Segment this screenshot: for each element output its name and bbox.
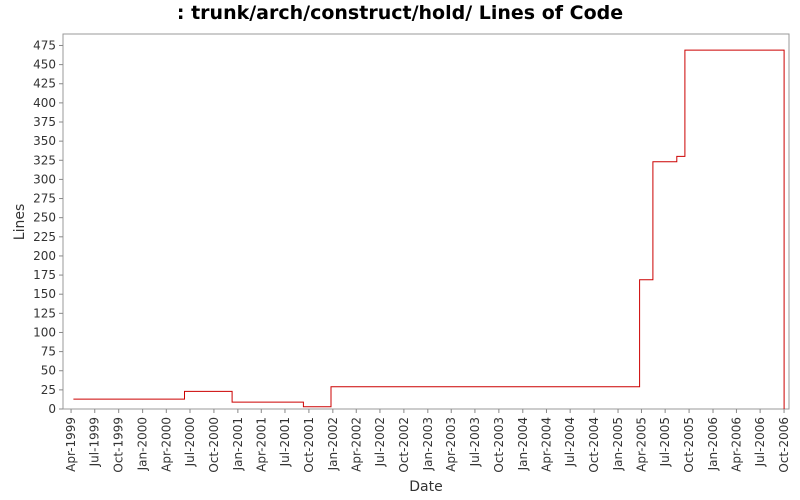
x-tick-label: Oct-1999 — [112, 417, 126, 473]
y-tick-label: 300 — [33, 172, 56, 186]
y-tick-label: 75 — [41, 345, 56, 359]
y-tick-label: 25 — [41, 383, 56, 397]
x-tick-label: Jul-2002 — [373, 417, 387, 467]
y-tick-label: 100 — [33, 325, 56, 339]
x-tick-label: Jan-2006 — [706, 417, 720, 471]
x-axis: Apr-1999 Jul-1999 Oct-1999 Jan-2000 Apr-2000… — [64, 409, 791, 473]
y-tick-label: 475 — [33, 38, 56, 52]
y-tick-label: 125 — [33, 306, 56, 320]
x-tick-label: Oct-2001 — [302, 417, 316, 473]
y-tick-label: 350 — [33, 134, 56, 148]
series-line — [73, 49, 785, 409]
x-tick-label: Jan-2002 — [326, 417, 340, 471]
y-tick-label: 400 — [33, 96, 56, 110]
x-tick-label: Jan-2000 — [136, 417, 150, 471]
y-tick-label: 150 — [33, 287, 56, 301]
y-tick-label: 250 — [33, 211, 56, 225]
x-tick-label: Oct-2000 — [207, 417, 221, 473]
x-tick-label: Apr-2006 — [729, 417, 743, 472]
x-tick-label: Jul-2000 — [183, 417, 197, 467]
x-tick-label: Apr-2004 — [539, 417, 553, 472]
x-tick-label: Jul-1999 — [88, 417, 102, 467]
x-tick-label: Jan-2003 — [421, 417, 435, 471]
x-tick-label: Jul-2004 — [563, 417, 577, 467]
x-tick-label: Apr-2002 — [349, 417, 363, 472]
x-tick-label: Apr-2001 — [254, 417, 268, 472]
y-tick-label: 225 — [33, 230, 56, 244]
x-tick-label: Jan-2004 — [516, 417, 530, 471]
x-tick-label: Jan-2001 — [231, 417, 245, 471]
x-tick-label: Jul-2005 — [658, 417, 672, 467]
x-tick-label: Apr-2000 — [159, 417, 173, 472]
x-tick-label: Oct-2002 — [397, 417, 411, 473]
x-axis-label: Date — [409, 479, 442, 495]
y-tick-label: 325 — [33, 153, 56, 167]
x-tick-label: Jul-2006 — [753, 417, 767, 467]
y-axis: 0 25 50 75 100 125 150 175 200 225 250 275 300 325 350… — [33, 38, 63, 416]
x-tick-label: Apr-1999 — [64, 417, 78, 472]
x-tick-label: Jul-2003 — [468, 417, 482, 467]
x-tick-label: Apr-2005 — [634, 417, 648, 472]
x-tick-label: Jan-2005 — [611, 417, 625, 471]
chart-title: : trunk/arch/construct/hold/ Lines of Co… — [176, 2, 624, 24]
y-tick-label: 375 — [33, 115, 56, 129]
x-tick-label: Oct-2005 — [682, 417, 696, 473]
x-tick-label: Apr-2003 — [444, 417, 458, 472]
x-tick-label: Oct-2006 — [777, 417, 791, 473]
y-tick-label: 175 — [33, 268, 56, 282]
y-tick-label: 450 — [33, 58, 56, 72]
x-tick-label: Oct-2004 — [587, 417, 601, 473]
y-tick-label: 50 — [41, 364, 56, 378]
y-tick-label: 425 — [33, 77, 56, 91]
plot-area — [62, 33, 790, 410]
y-axis-label: Lines — [12, 204, 28, 240]
x-tick-label: Jul-2001 — [278, 417, 292, 467]
x-tick-label: Oct-2003 — [492, 417, 506, 473]
y-tick-label: 0 — [48, 402, 56, 416]
y-tick-label: 200 — [33, 249, 56, 263]
y-tick-label: 275 — [33, 192, 56, 206]
